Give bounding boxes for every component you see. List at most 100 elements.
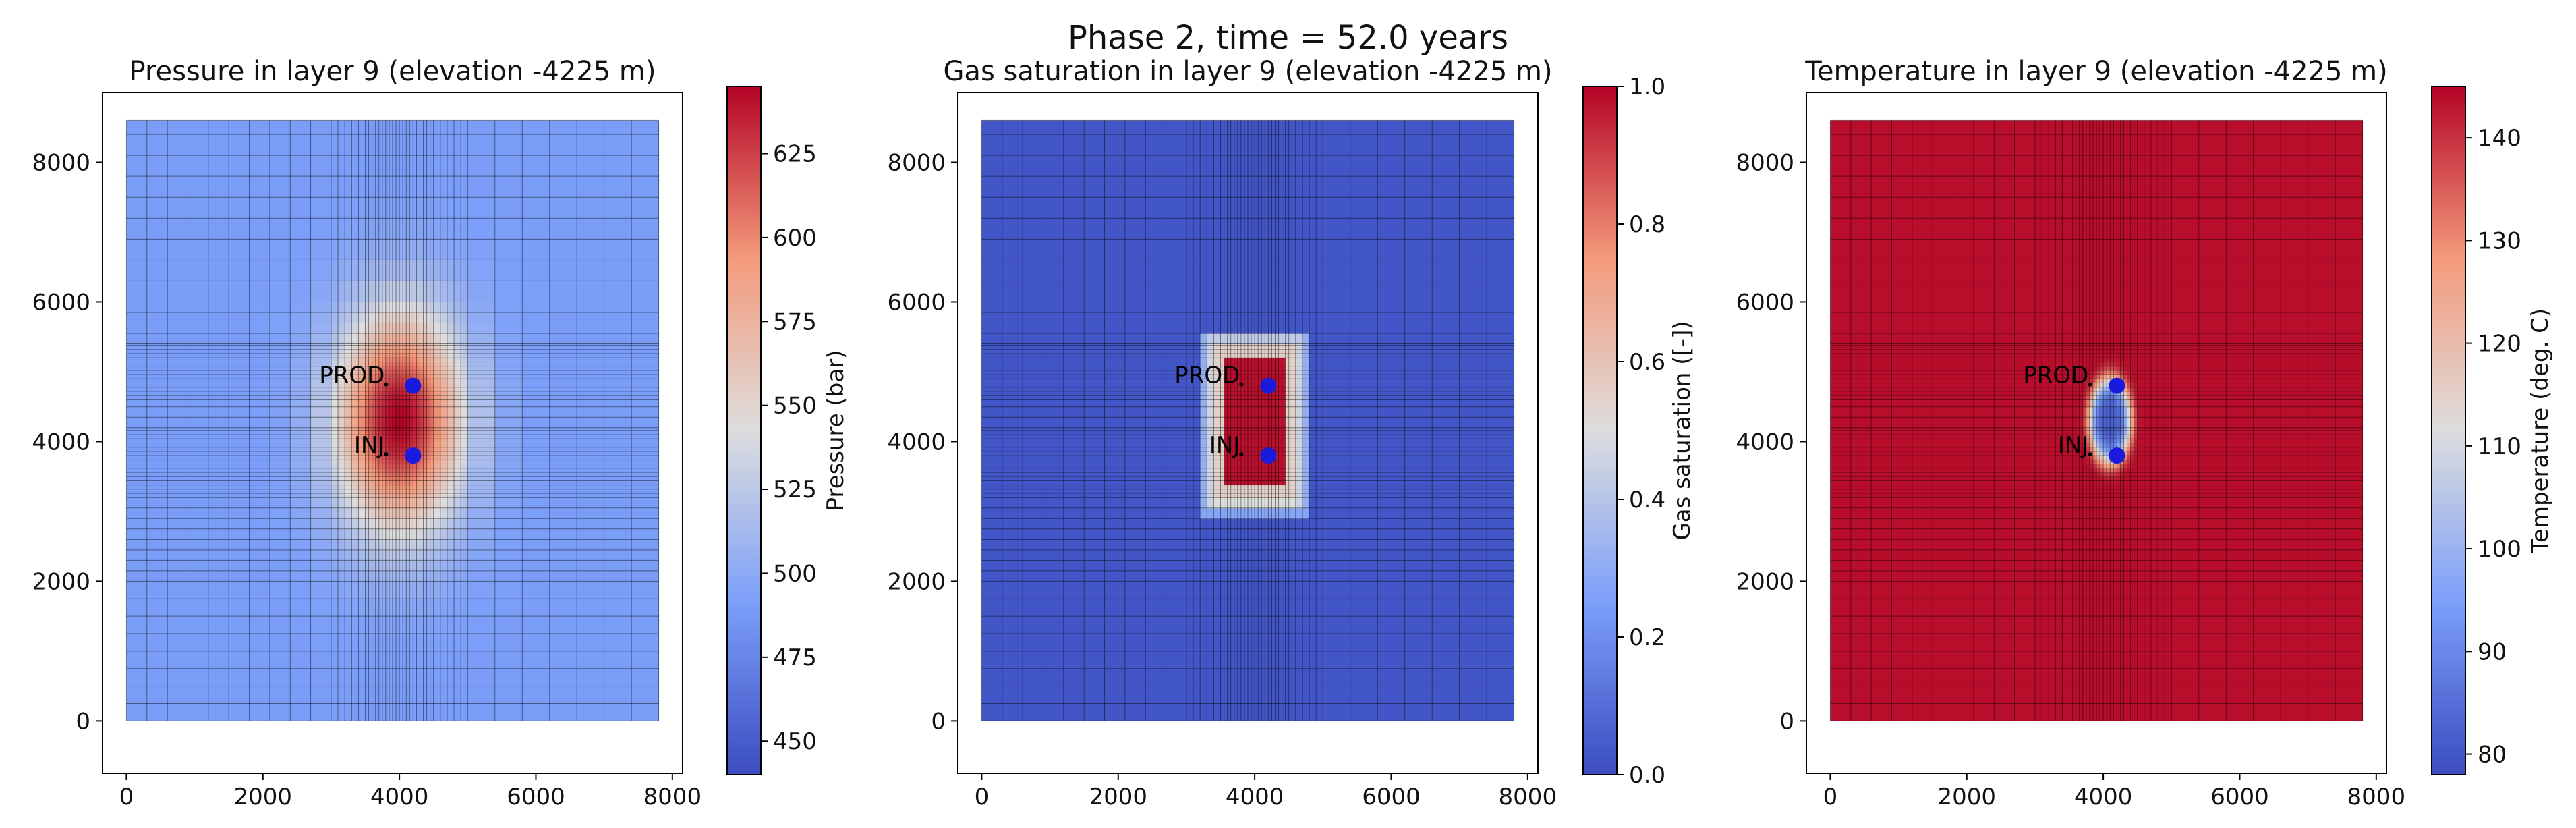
- heatmap-cell: [378, 447, 383, 452]
- heatmap-cell: [549, 703, 577, 721]
- heatmap-cell: [1193, 302, 1201, 313]
- heatmap-cell: [310, 476, 332, 481]
- heatmap-cell: [420, 427, 424, 431]
- heatmap-cell: [1043, 387, 1064, 392]
- heatmap-cell: [440, 703, 448, 721]
- heatmap-cell: [351, 549, 360, 561]
- heatmap-cell: [467, 489, 496, 494]
- heatmap-cell: [378, 312, 383, 324]
- heatmap-cell: [146, 430, 168, 435]
- heatmap-cell: [577, 302, 605, 313]
- heatmap-cell: [1193, 570, 1201, 582]
- heatmap-cell: [403, 218, 407, 240]
- heatmap-cell: [1227, 134, 1232, 156]
- heatmap-cell: [1220, 176, 1225, 198]
- heatmap-cell: [406, 651, 410, 669]
- heatmap-cell: [1251, 668, 1255, 687]
- heatmap-cell: [1265, 489, 1269, 494]
- heatmap-cell: [1255, 447, 1259, 452]
- heatmap-cell: [331, 581, 339, 599]
- heatmap-cell: [368, 439, 373, 444]
- heatmap-cell: [351, 468, 360, 473]
- heatmap-cell: [389, 302, 393, 313]
- heatmap-cell: [378, 120, 383, 135]
- heatmap-cell: [290, 387, 312, 392]
- heatmap-cell: [1084, 349, 1106, 354]
- heatmap-cell: [454, 134, 461, 156]
- heatmap-cell: [1104, 406, 1126, 418]
- heatmap-cell: [1258, 489, 1262, 494]
- heatmap-cell: [146, 370, 168, 375]
- heatmap-cell: [430, 464, 434, 469]
- heatmap-cell: [447, 312, 455, 324]
- heatmap-cell: [1213, 302, 1222, 313]
- heatmap-cell: [1244, 417, 1249, 429]
- heatmap-cell: [406, 197, 410, 219]
- heatmap-cell: [1248, 539, 1252, 551]
- well-marker-inj[interactable]: [405, 447, 422, 464]
- heatmap-cell: [1145, 399, 1167, 408]
- heatmap-cell: [146, 417, 168, 429]
- heatmap-cell: [1230, 395, 1235, 400]
- heatmap-cell: [249, 399, 270, 408]
- heatmap-cell: [1200, 435, 1207, 439]
- heatmap-cell: [549, 489, 577, 494]
- heatmap-cell: [1084, 668, 1106, 687]
- heatmap-cell: [389, 343, 393, 346]
- heatmap-cell: [430, 443, 434, 448]
- heatmap-cell: [522, 370, 550, 375]
- heatmap-cell: [549, 616, 577, 634]
- heatmap-cell: [310, 134, 332, 156]
- colorbar-tick-label: 475: [773, 644, 817, 671]
- heatmap-cell: [604, 518, 632, 530]
- heatmap-cell: [1207, 358, 1215, 363]
- heatmap-cell: [1104, 485, 1126, 490]
- heatmap-cell: [1230, 539, 1235, 551]
- heatmap-cell: [229, 333, 250, 345]
- heatmap-cell: [1258, 581, 1262, 599]
- heatmap-cell: [338, 383, 345, 388]
- heatmap-cell: [146, 354, 168, 358]
- heatmap-cell: [1213, 528, 1222, 540]
- heatmap-cell: [368, 497, 373, 509]
- heatmap-cell: [1200, 539, 1207, 551]
- heatmap-cell: [1124, 239, 1146, 260]
- heatmap-cell: [1251, 383, 1255, 388]
- heatmap-cell: [420, 549, 424, 561]
- heatmap-cell: [126, 366, 148, 371]
- heatmap-cell: [338, 493, 345, 498]
- heatmap-cell: [396, 599, 400, 617]
- heatmap-cell: [1224, 176, 1228, 198]
- heatmap-cell: [385, 366, 390, 371]
- heatmap-cell: [1200, 476, 1207, 481]
- heatmap-cell: [522, 464, 550, 469]
- heatmap-cell: [1227, 395, 1232, 400]
- heatmap-cell: [399, 134, 403, 156]
- heatmap-cell: [146, 218, 168, 240]
- heatmap-cell: [426, 358, 431, 363]
- heatmap-cell: [167, 518, 189, 530]
- heatmap-cell: [1063, 387, 1085, 392]
- heatmap-cell: [1248, 518, 1252, 530]
- heatmap-cell: [229, 155, 250, 177]
- heatmap-cell: [1261, 391, 1265, 396]
- heatmap-cell: [146, 349, 168, 354]
- heatmap-cell: [1248, 468, 1252, 473]
- heatmap-cell: [396, 634, 400, 652]
- heatmap-cell: [1240, 435, 1245, 439]
- heatmap-cell: [1104, 430, 1126, 435]
- heatmap-cell: [1237, 323, 1242, 334]
- heatmap-cell: [522, 312, 550, 324]
- heatmap-cell: [1213, 443, 1222, 448]
- heatmap-cell: [331, 485, 339, 490]
- heatmap-cell: [385, 406, 390, 418]
- heatmap-cell: [310, 370, 332, 375]
- heatmap-cell: [416, 366, 421, 371]
- heatmap-cell: [1145, 493, 1167, 498]
- well-marker-prod[interactable]: [405, 377, 422, 394]
- heatmap-cell: [1230, 427, 1235, 431]
- heatmap-cell: [1224, 686, 1228, 705]
- heatmap-cell: [269, 379, 291, 384]
- heatmap-cell: [430, 497, 434, 509]
- heatmap-cell: [440, 387, 448, 392]
